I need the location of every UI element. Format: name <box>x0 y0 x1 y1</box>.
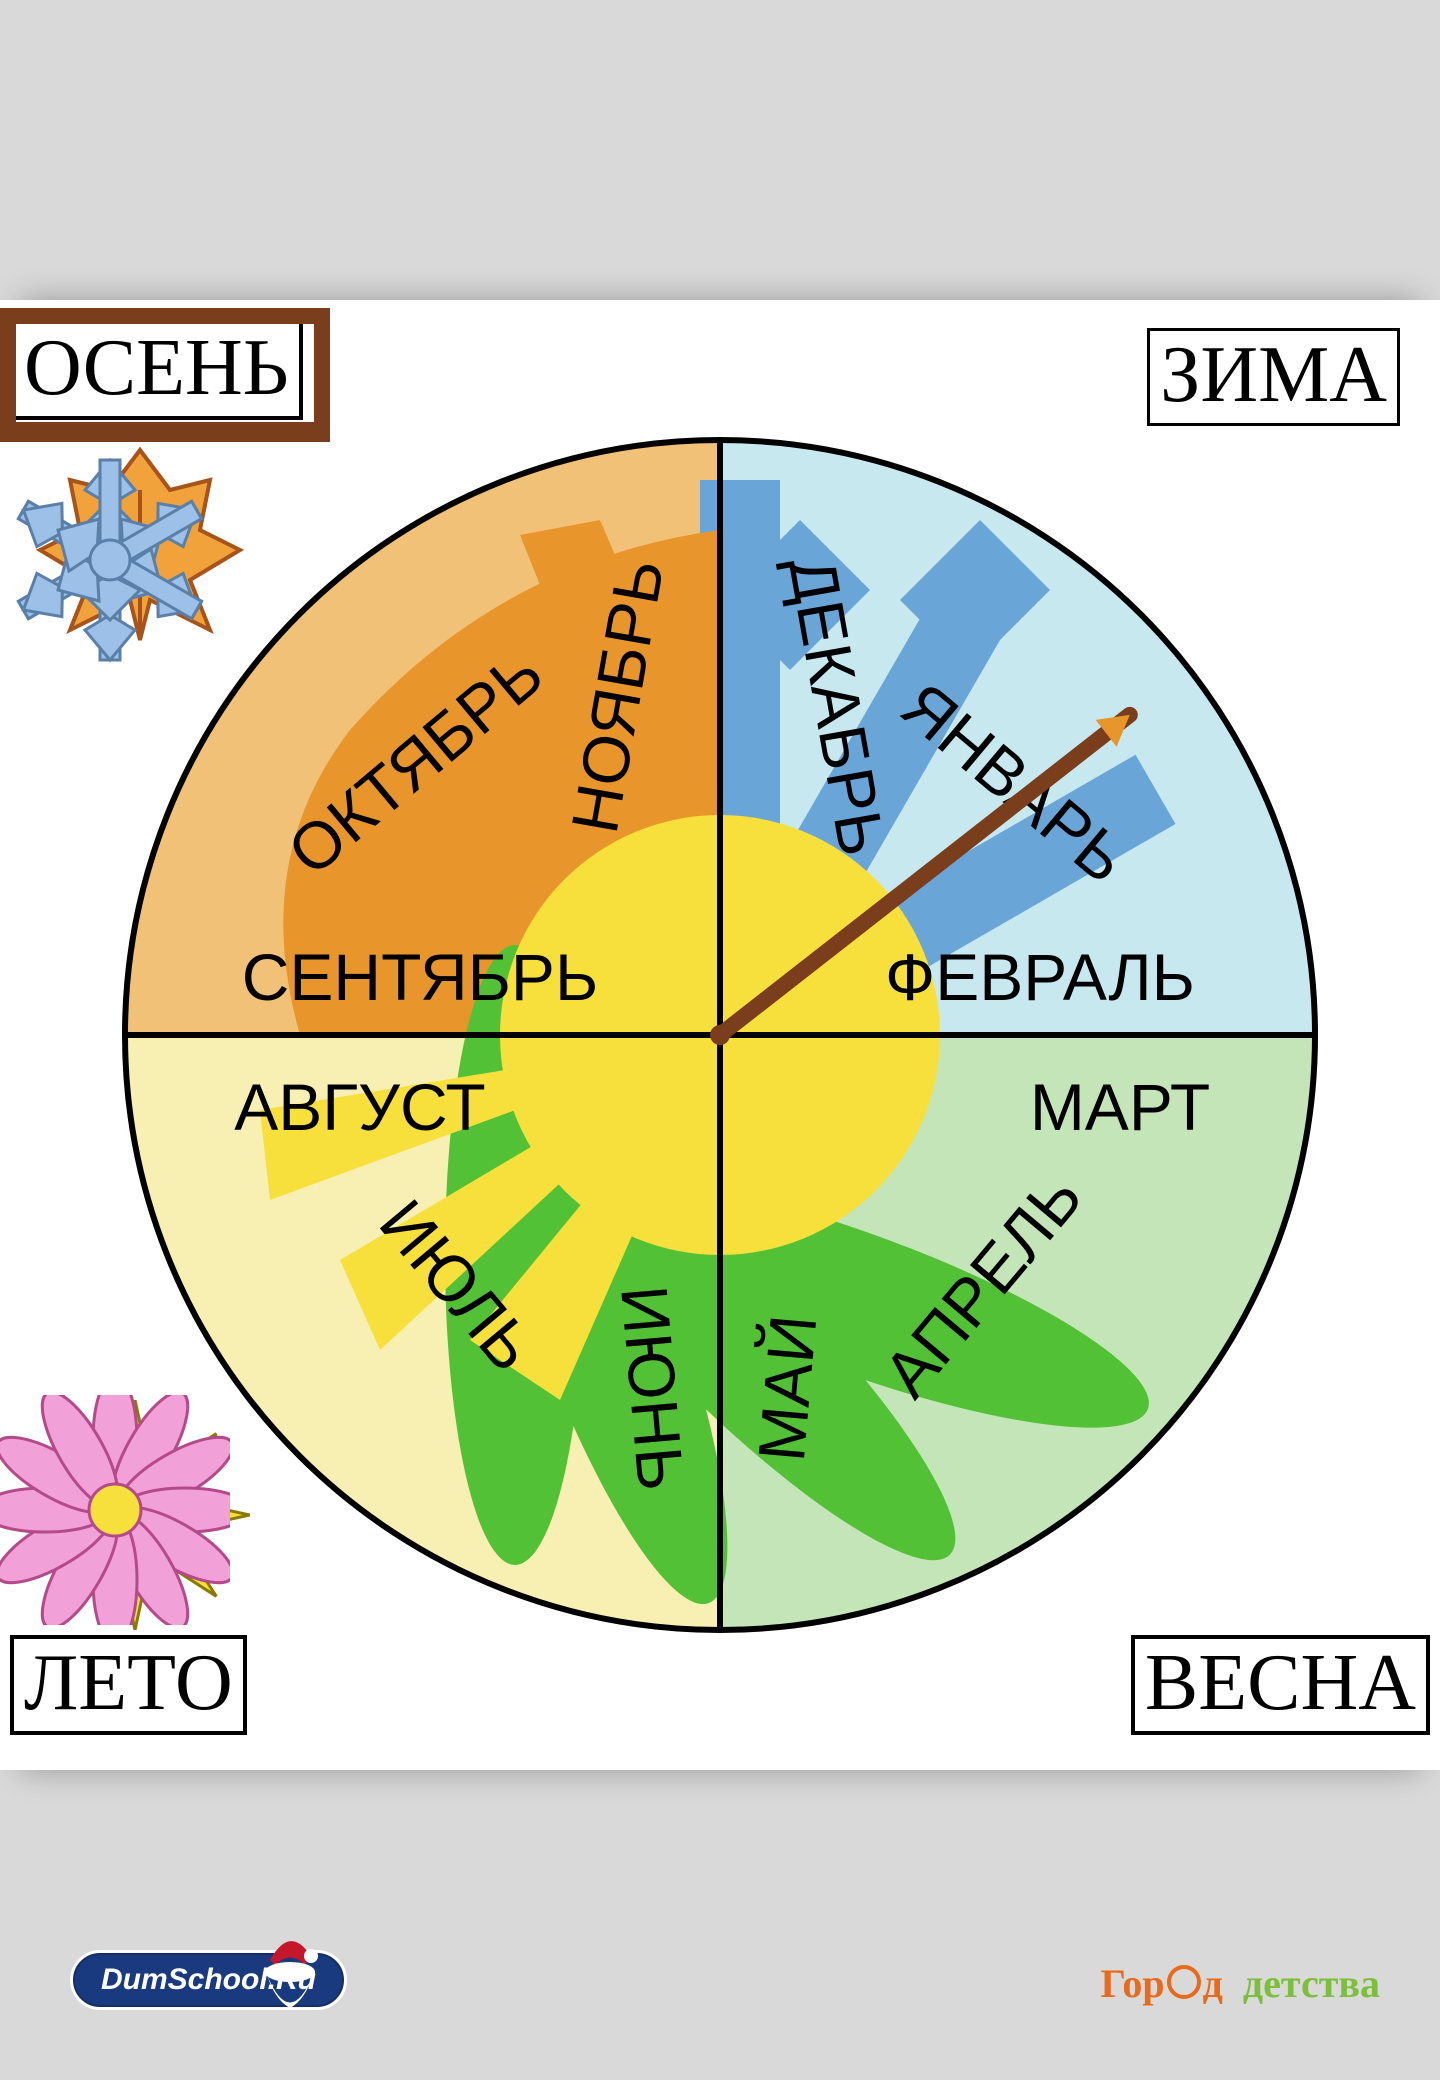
spring-label: ВЕСНА <box>1131 1635 1430 1735</box>
snowflake-icon <box>0 450 220 670</box>
pointer-pin <box>710 1025 730 1045</box>
city-of-childhood: Горд детства <box>1100 1960 1380 2007</box>
winter-label: ЗИМА <box>1147 328 1400 426</box>
santa-icon <box>255 1930 325 2020</box>
month-may: МАЙ <box>743 1312 830 1464</box>
month-feb: ФЕВРАЛЬ <box>885 940 1195 1014</box>
footer: DumSchool.Ru Горд детства <box>0 1930 1440 2080</box>
winter-frame <box>0 308 330 458</box>
month-sep: СЕНТЯБРЬ <box>242 940 599 1014</box>
summer-label: ЛЕТО <box>10 1635 247 1735</box>
flower-icon <box>0 1395 230 1625</box>
month-aug: АВГУСТ <box>234 1070 486 1144</box>
month-mar: МАРТ <box>1030 1070 1210 1144</box>
page: СЕНТЯБРЬ ОКТЯБРЬ НОЯБРЬ ДЕКАБРЬ ЯНВАРЬ Ф… <box>0 300 1440 1770</box>
